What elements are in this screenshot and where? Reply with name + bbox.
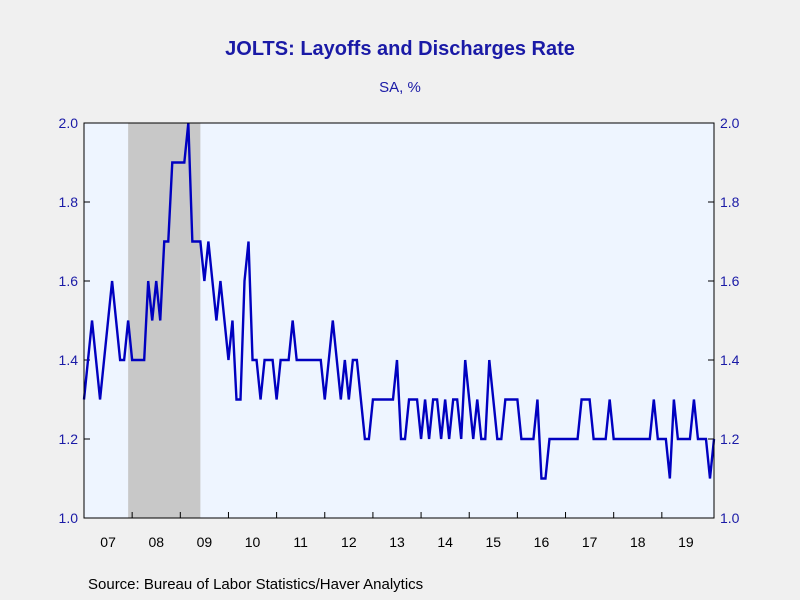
y-tick-label-right: 1.2	[720, 431, 740, 447]
y-tick-label-left: 1.0	[59, 510, 79, 526]
x-tick-label: 08	[148, 534, 164, 550]
y-tick-label-right: 1.4	[720, 352, 740, 368]
x-tick-label: 16	[534, 534, 550, 550]
y-tick-label-left: 1.4	[59, 352, 79, 368]
x-tick-label: 14	[437, 534, 453, 550]
x-tick-label: 10	[245, 534, 261, 550]
series-line	[82, 122, 716, 480]
recession-band	[128, 123, 201, 518]
y-tick-label-right: 1.6	[720, 273, 740, 289]
x-tick-label: 12	[341, 534, 357, 550]
x-tick-label: 09	[197, 534, 213, 550]
y-tick-label-left: 1.8	[59, 194, 79, 210]
y-tick-label-right: 1.0	[720, 510, 740, 526]
plot-border	[83, 122, 715, 519]
x-tick-label: 18	[630, 534, 646, 550]
x-tick-label: 13	[389, 534, 405, 550]
y-tick-label-left: 1.6	[59, 273, 79, 289]
x-tick-label: 07	[100, 534, 116, 550]
chart-title: JOLTS: Layoffs and Discharges Rate	[225, 38, 575, 60]
source-note: Source: Bureau of Labor Statistics/Haver…	[88, 576, 424, 593]
y-tick-label-right: 1.8	[720, 194, 740, 210]
x-tick-label: 11	[293, 534, 308, 550]
y-tick-label-left: 1.2	[59, 431, 79, 447]
x-tick-label: 19	[678, 534, 694, 550]
y-tick-label-right: 2.0	[720, 115, 740, 131]
x-tick-label: 17	[582, 534, 598, 550]
x-tick-label: 15	[486, 534, 502, 550]
chart-subtitle: SA, %	[379, 79, 421, 96]
y-tick-label-left: 2.0	[59, 115, 79, 131]
